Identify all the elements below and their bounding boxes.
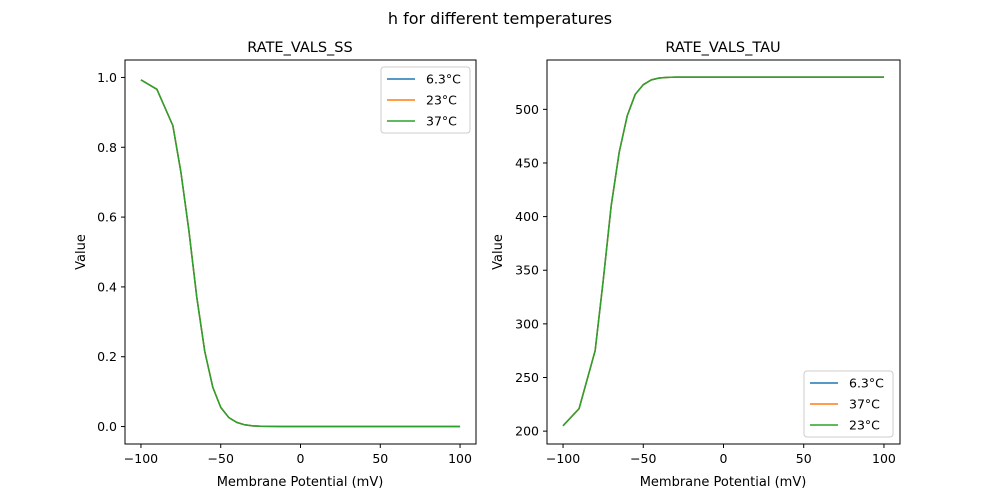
- y-tick-label: 350: [515, 263, 539, 278]
- figure-title: h for different temperatures: [388, 9, 612, 28]
- series-lines: [140, 79, 461, 428]
- legend-label: 37°C: [849, 397, 880, 412]
- y-tick-label: 0.8: [97, 140, 117, 155]
- series-lines: [562, 76, 884, 427]
- x-tick-label: 50: [796, 451, 812, 466]
- y-axis-label: Value: [491, 234, 506, 270]
- x-tick-label: 100: [872, 451, 896, 466]
- x-axis-ticks: −100 −50 0 50 100: [124, 444, 472, 466]
- y-tick-label: 0.2: [97, 349, 117, 364]
- x-tick-label: 100: [448, 451, 472, 466]
- legend-label: 23°C: [426, 93, 457, 108]
- series-line-2: [140, 79, 461, 428]
- legend-label: 23°C: [849, 418, 880, 433]
- x-tick-label: −50: [208, 451, 234, 466]
- x-tick-label: −100: [124, 451, 158, 466]
- legend-label: 6.3°C: [849, 376, 884, 391]
- legend-label: 37°C: [426, 114, 457, 129]
- series-line-2: [562, 76, 884, 427]
- y-axis-ticks: 200 250 300 350 400 450 500: [515, 102, 547, 439]
- y-tick-label: 200: [515, 424, 539, 439]
- y-tick-label: 0.4: [97, 279, 117, 294]
- x-axis-label: Membrane Potential (mV): [217, 475, 384, 490]
- y-tick-label: 0.0: [97, 419, 117, 434]
- x-axis-label: Membrane Potential (mV): [640, 475, 807, 490]
- x-tick-label: −100: [546, 451, 580, 466]
- y-tick-label: 0.6: [97, 210, 117, 225]
- x-tick-label: 0: [297, 451, 305, 466]
- y-tick-label: 1.0: [97, 70, 117, 85]
- y-tick-label: 450: [515, 155, 539, 170]
- x-tick-label: 50: [372, 451, 388, 466]
- legend: 6.3°C 37°C 23°C: [803, 370, 894, 438]
- x-tick-label: −50: [630, 451, 656, 466]
- y-tick-label: 250: [515, 370, 539, 385]
- subplot-title: RATE_VALS_TAU: [665, 40, 780, 56]
- x-tick-label: 0: [720, 451, 728, 466]
- legend-box: [803, 370, 894, 438]
- legend-label: 6.3°C: [426, 72, 461, 87]
- legend-box: [380, 66, 471, 134]
- subplot-rate-vals-ss: RATE_VALS_SS −100 −50 0 50 100 0.00.20.40.60…: [74, 40, 477, 490]
- legend: 6.3°C 23°C 37°C: [380, 66, 471, 134]
- subplot-title: RATE_VALS_SS: [247, 40, 352, 56]
- x-axis-ticks: −100 −50 0 50 100: [546, 444, 896, 466]
- y-tick-label: 300: [515, 316, 539, 331]
- subplot-rate-vals-tau: RATE_VALS_TAU −100 −50 0 50 100 200 250 300 350…: [491, 40, 901, 490]
- y-tick-label: 500: [515, 102, 539, 117]
- y-axis-ticks: 0.0 0.2 0.4 0.6 0.8 1.0: [97, 70, 125, 434]
- y-axis-label: Value: [74, 234, 89, 270]
- y-tick-label: 400: [515, 209, 539, 224]
